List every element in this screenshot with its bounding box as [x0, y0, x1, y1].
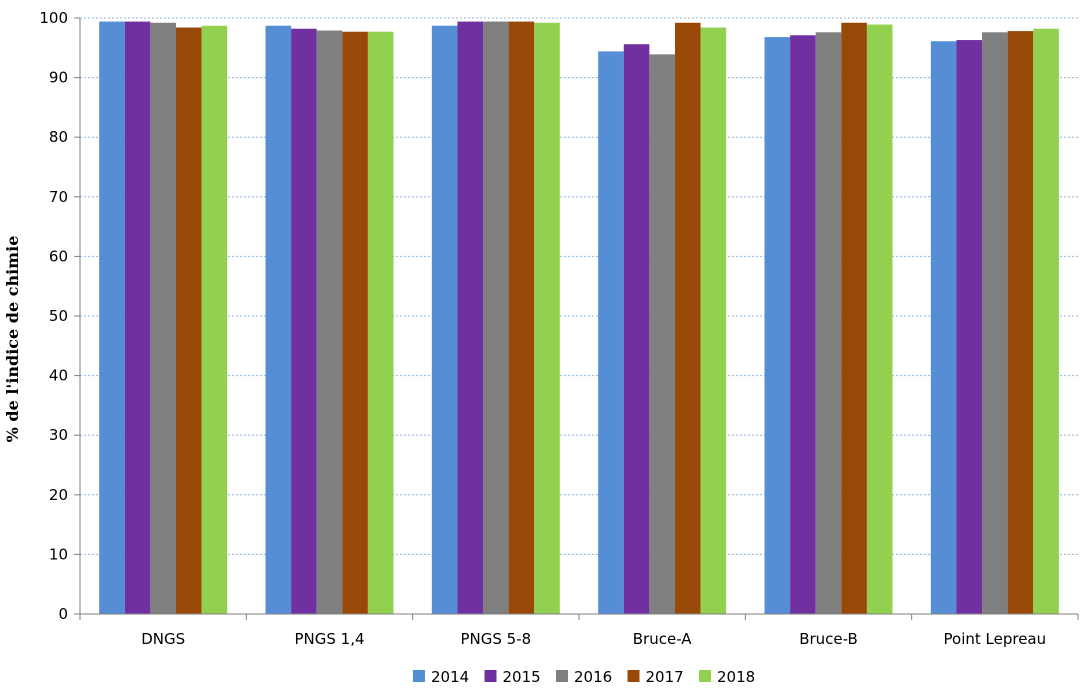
bar-bruce-b-2015	[790, 35, 816, 615]
legend-swatch-2014	[413, 670, 425, 682]
bar-pngs-1-4-2017	[342, 31, 368, 614]
y-tick-label: 100	[39, 9, 68, 27]
bar-bruce-a-2017	[674, 22, 701, 614]
bar-pngs-5-8-2018	[534, 22, 560, 614]
bar-pngs-5-8-2015	[457, 21, 484, 615]
bar-pngs-5-8-2014	[431, 25, 458, 615]
x-tick-label: Bruce-A	[633, 630, 693, 648]
gridlines	[80, 17, 1078, 555]
bars	[99, 21, 1059, 615]
y-tick-label: 20	[49, 486, 68, 504]
x-tick-label: Point Lepreau	[944, 630, 1047, 648]
bar-bruce-a-2016	[649, 54, 675, 614]
bar-dngs-2018	[201, 25, 228, 615]
bar-pngs-1-4-2015	[291, 28, 317, 614]
x-tick-label: DNGS	[141, 630, 185, 648]
y-tick-label: 70	[49, 188, 68, 206]
y-tick-label: 10	[49, 545, 68, 563]
bar-dngs-2017	[175, 27, 202, 614]
bar-pngs-1-4-2018	[367, 31, 394, 614]
legend-swatch-2016	[556, 670, 568, 682]
y-axis-label: % de l'indice de chimie	[3, 236, 22, 443]
bar-bruce-b-2014	[764, 37, 791, 614]
bar-point-lepreau-2014	[930, 41, 957, 614]
x-tick-label: PNGS 5-8	[460, 630, 531, 648]
bar-pngs-1-4-2014	[265, 25, 292, 615]
legend-label: 2017	[646, 668, 684, 686]
y-tick-label: 60	[49, 247, 68, 265]
legend-label: 2014	[431, 668, 469, 686]
bar-bruce-a-2014	[598, 51, 624, 615]
x-tick-label: PNGS 1,4	[294, 630, 364, 648]
x-tick-label: Bruce-B	[799, 630, 858, 648]
y-tick-label: 80	[49, 128, 68, 146]
legend-swatch-2017	[627, 670, 640, 682]
legend: 2014 2015 2016 2017 2018	[413, 668, 755, 686]
bar-pngs-5-8-2017	[508, 21, 535, 615]
bar-bruce-a-2015	[623, 44, 650, 614]
y-tick-label: 30	[49, 426, 68, 444]
bar-dngs-2016	[150, 22, 176, 614]
bar-point-lepreau-2015	[956, 40, 983, 614]
bar-pngs-5-8-2016	[483, 21, 509, 615]
bar-dngs-2014	[99, 21, 125, 615]
y-tick-label: 90	[49, 69, 68, 87]
legend-swatch-2015	[484, 670, 497, 682]
legend-label: 2018	[717, 668, 755, 686]
y-axis-ticks: 0 10 20 30 40 50 60 70 80 90 100	[39, 9, 80, 623]
bar-dngs-2015	[124, 21, 151, 615]
legend-label: 2016	[574, 668, 612, 686]
x-axis: DNGS PNGS 1,4 PNGS 5-8 Bruce-A Bruce-B Point …	[79, 18, 1079, 648]
bar-bruce-b-2018	[866, 24, 893, 614]
bar-point-lepreau-2017	[1007, 31, 1034, 614]
bar-bruce-b-2017	[841, 22, 867, 614]
bar-point-lepreau-2018	[1033, 28, 1059, 614]
legend-label: 2015	[503, 668, 541, 686]
y-tick-label: 0	[58, 605, 68, 623]
bar-bruce-a-2018	[700, 27, 727, 614]
y-tick-label: 40	[49, 367, 68, 385]
bar-point-lepreau-2016	[982, 32, 1008, 614]
y-tick-label: 50	[49, 307, 68, 325]
legend-swatch-2018	[699, 670, 711, 682]
bar-bruce-b-2016	[815, 32, 842, 614]
bar-pngs-1-4-2016	[316, 30, 343, 615]
